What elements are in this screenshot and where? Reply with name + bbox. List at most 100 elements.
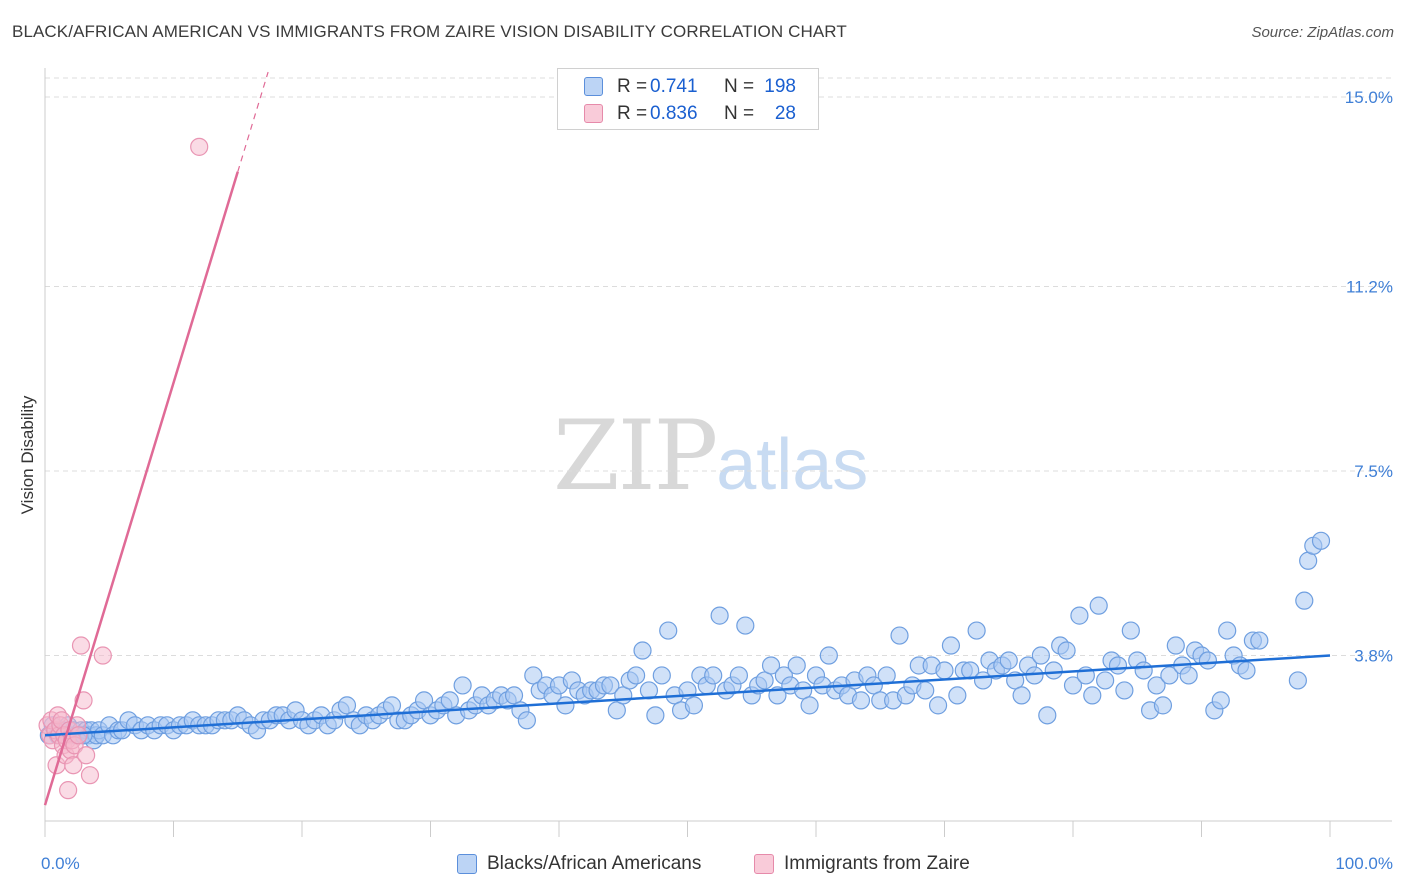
- data-point-blacks: [1057, 641, 1076, 660]
- watermark-atlas: atlas: [716, 425, 869, 505]
- data-point-zaire: [77, 746, 96, 765]
- data-point-blacks: [787, 656, 806, 675]
- data-point-blacks: [1179, 666, 1198, 685]
- chart-title: BLACK/AFRICAN AMERICAN VS IMMIGRANTS FRO…: [12, 22, 847, 41]
- data-point-blacks: [1038, 706, 1057, 725]
- data-point-blacks: [1134, 661, 1153, 680]
- data-point-blacks: [626, 666, 646, 685]
- data-point-blacks: [890, 626, 909, 645]
- data-point-zaire: [190, 137, 209, 156]
- data-point-blacks: [1250, 631, 1269, 650]
- data-point-blacks: [659, 621, 678, 640]
- data-point-blacks: [1237, 661, 1256, 680]
- data-point-blacks: [1211, 691, 1230, 710]
- trendline-zaire: [43, 171, 239, 806]
- data-point-blacks: [999, 651, 1018, 670]
- data-point-blacks: [504, 686, 524, 705]
- y-tick-label: 15.0%: [1345, 88, 1393, 107]
- y-tick-label: 3.8%: [1354, 647, 1393, 666]
- data-point-blacks: [1166, 636, 1185, 655]
- legend-r-label: R =: [617, 76, 648, 97]
- data-point-blacks: [851, 691, 871, 710]
- data-point-blacks: [517, 711, 536, 730]
- data-point-blacks: [652, 666, 671, 685]
- legend-swatch-blue: [584, 77, 603, 96]
- data-point-blacks: [1218, 621, 1237, 640]
- data-point-blacks: [1160, 666, 1179, 685]
- data-point-blacks: [1108, 656, 1128, 675]
- data-point-blacks: [1012, 686, 1031, 705]
- bottom-legend: Blacks/African Americans Immigrants from…: [0, 853, 1406, 877]
- legend-n-value: 198: [764, 76, 796, 97]
- data-point-blacks: [935, 661, 954, 680]
- data-point-zaire: [71, 636, 91, 655]
- data-point-blacks: [1070, 606, 1089, 625]
- stats-legend: R = 0.741 N = 198 R = 0.836 N = 28: [557, 68, 819, 130]
- data-point-blacks: [916, 681, 935, 700]
- data-point-zaire: [93, 646, 112, 665]
- legend-n-label: N =: [724, 103, 755, 124]
- trendline-blacks: [44, 654, 1331, 737]
- data-point-blacks: [800, 696, 819, 715]
- bottom-legend-swatch-blue: [457, 854, 477, 874]
- legend-r-label: R =: [617, 103, 648, 124]
- data-point-blacks: [819, 646, 838, 665]
- legend-swatch-pink: [584, 104, 603, 123]
- data-point-blacks: [414, 691, 434, 710]
- data-point-blacks: [1083, 686, 1102, 705]
- data-point-blacks: [337, 696, 357, 715]
- data-point-blacks: [1198, 651, 1218, 670]
- data-point-blacks: [601, 676, 620, 695]
- data-point-blacks: [1096, 671, 1115, 690]
- data-point-blacks: [704, 666, 723, 685]
- data-point-blacks: [1295, 591, 1314, 610]
- data-point-blacks: [440, 691, 459, 710]
- data-point-blacks: [710, 606, 729, 625]
- data-point-blacks: [1115, 681, 1134, 700]
- data-point-blacks: [633, 641, 652, 660]
- trendline-zaire-extension: [237, 71, 269, 172]
- data-point-blacks: [948, 686, 967, 705]
- source-label: Source: ZipAtlas.com: [1251, 24, 1394, 41]
- data-point-blacks: [646, 706, 665, 725]
- data-point-blacks: [556, 696, 575, 715]
- bottom-legend-label: Immigrants from Zaire: [784, 853, 970, 874]
- x-tick-label: 0.0%: [41, 854, 80, 873]
- x-tick-label: 100.0%: [1335, 854, 1393, 873]
- data-point-blacks: [877, 666, 896, 685]
- data-point-blacks: [761, 656, 781, 675]
- data-point-blacks: [1089, 596, 1108, 615]
- legend-n-label: N =: [724, 76, 755, 97]
- bottom-legend-label: Blacks/African Americans: [487, 853, 702, 874]
- data-point-blacks: [928, 696, 948, 715]
- legend-row-blacks: R = 0.741 N = 198: [558, 73, 820, 101]
- data-point-blacks: [941, 636, 961, 655]
- data-point-blacks: [1121, 621, 1140, 640]
- data-point-blacks: [1044, 661, 1063, 680]
- y-tick-label: 7.5%: [1354, 462, 1393, 481]
- legend-row-zaire: R = 0.836 N = 28: [558, 100, 820, 128]
- data-point-zaire: [64, 756, 83, 775]
- data-point-blacks: [1288, 671, 1307, 690]
- data-point-blacks: [794, 681, 813, 700]
- data-point-blacks: [755, 671, 774, 690]
- data-point-blacks: [1153, 696, 1173, 715]
- y-axis-label: Vision Disability: [18, 395, 37, 515]
- data-point-blacks: [1063, 676, 1083, 695]
- y-tick-label: 11.2%: [1346, 277, 1393, 296]
- data-point-blacks: [967, 621, 986, 640]
- data-point-blacks: [1147, 676, 1166, 695]
- data-point-blacks: [453, 676, 472, 695]
- legend-n-value: 28: [774, 103, 796, 124]
- legend-r-value: 0.741: [650, 76, 698, 97]
- bottom-legend-swatch-pink: [754, 854, 774, 874]
- data-point-blacks: [524, 666, 543, 685]
- watermark-zip: ZIP: [553, 400, 718, 512]
- data-point-zaire: [69, 726, 88, 745]
- watermark: ZIPatlas: [553, 400, 868, 512]
- data-point-blacks: [736, 616, 755, 635]
- data-point-blacks: [1031, 646, 1050, 665]
- data-point-zaire: [59, 781, 78, 800]
- data-point-blacks: [684, 696, 704, 715]
